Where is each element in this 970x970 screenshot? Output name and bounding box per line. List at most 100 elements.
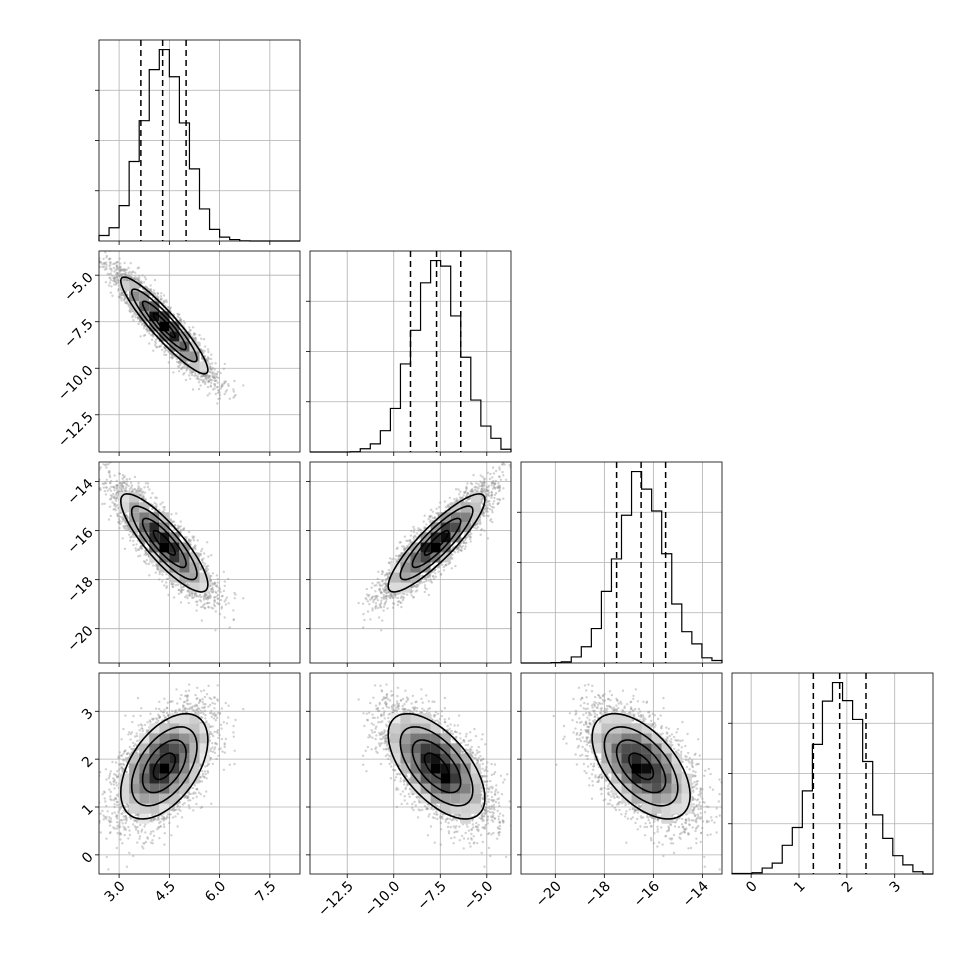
density-cell [400, 572, 411, 583]
scatter-point [396, 596, 400, 600]
scatter-point [148, 288, 151, 291]
scatter-point [123, 295, 127, 299]
scatter-point [113, 805, 116, 809]
scatter-point [215, 730, 219, 733]
scatter-point [394, 558, 397, 561]
scatter-point [406, 593, 409, 596]
scatter-point [116, 776, 119, 779]
scatter-point [213, 372, 216, 375]
scatter-point [387, 561, 391, 565]
scatter-point [133, 475, 137, 479]
scatter-point [476, 490, 479, 493]
scatter-point [124, 301, 127, 305]
scatter-point [186, 597, 189, 600]
scatter-point [124, 757, 128, 760]
scatter-point [446, 505, 449, 508]
scatter-point [122, 294, 125, 297]
scatter-point [451, 557, 454, 560]
scatter-point [402, 545, 405, 548]
scatter-point [372, 600, 375, 604]
scatter-point [112, 279, 115, 282]
scatter-point [183, 536, 187, 539]
scatter-point [123, 826, 127, 830]
scatter-point [501, 463, 505, 466]
scatter-point [118, 806, 121, 809]
scatter-point [192, 546, 195, 549]
scatter-point [104, 493, 108, 496]
scatter-point [189, 799, 192, 802]
scatter-point [413, 707, 416, 711]
scatter-point [116, 454, 118, 456]
scatter-point [191, 797, 195, 800]
scatter-point [169, 519, 173, 522]
scatter-point [209, 579, 212, 583]
scatter-point [491, 487, 495, 490]
scatter-point [383, 595, 386, 598]
scatter-point [188, 683, 191, 686]
scatter-point [453, 836, 456, 839]
scatter-point [117, 520, 120, 524]
scatter-point [483, 480, 486, 483]
scatter-point [380, 599, 383, 602]
scatter-point [136, 315, 140, 319]
scatter-point [378, 581, 381, 584]
scatter-point [113, 486, 116, 490]
scatter-point [154, 340, 157, 343]
scatter-point [205, 693, 209, 696]
scatter-point [137, 548, 141, 551]
scatter-point [123, 489, 126, 493]
scatter-point [379, 590, 382, 593]
scatter-point [497, 481, 500, 485]
scatter-point [387, 716, 390, 720]
scatter-point [498, 498, 502, 502]
scatter-point [128, 533, 131, 536]
scatter-point [109, 291, 113, 294]
scatter-point [410, 585, 413, 589]
scatter-point [503, 778, 506, 781]
scatter-point [361, 602, 365, 605]
scatter-point [227, 704, 230, 707]
scatter-point [156, 568, 159, 571]
scatter-point [466, 482, 469, 485]
scatter-point [189, 371, 192, 375]
scatter-point [218, 394, 222, 397]
scatter-point [109, 261, 112, 264]
scatter-point [427, 575, 430, 578]
scatter-point [401, 704, 404, 708]
scatter-point [200, 605, 203, 609]
scatter-point [122, 516, 125, 519]
density-cell [199, 733, 210, 744]
scatter-point [90, 259, 92, 261]
scatter-point [123, 833, 126, 837]
scatter-point [459, 497, 462, 500]
scatter-point [144, 324, 147, 328]
scatter-point [114, 773, 118, 777]
scatter-point [435, 512, 438, 515]
scatter-point [201, 698, 204, 701]
scatter-point [126, 803, 129, 806]
scatter-point [128, 829, 131, 832]
scatter-point [433, 719, 437, 723]
scatter-point [429, 508, 433, 511]
scatter-point [212, 375, 215, 379]
scatter-point [428, 813, 431, 816]
scatter-point [210, 381, 213, 384]
scatter-point [119, 267, 123, 271]
histogram-step-line [731, 681, 933, 875]
scatter-point [391, 596, 395, 600]
scatter-point [397, 555, 400, 558]
scatter-point [203, 776, 206, 779]
scatter-point [385, 573, 388, 576]
scatter-point [386, 590, 390, 594]
scatter-point [105, 817, 108, 820]
scatter-point [470, 489, 474, 492]
scatter-point [141, 323, 144, 326]
scatter-point [115, 793, 119, 797]
density-cell [159, 743, 170, 754]
scatter-point [470, 837, 473, 840]
scatter-point [141, 491, 144, 494]
scatter-point [487, 491, 491, 495]
scatter-point [372, 723, 375, 726]
density-cell [440, 542, 451, 553]
scatter-point [457, 548, 461, 552]
